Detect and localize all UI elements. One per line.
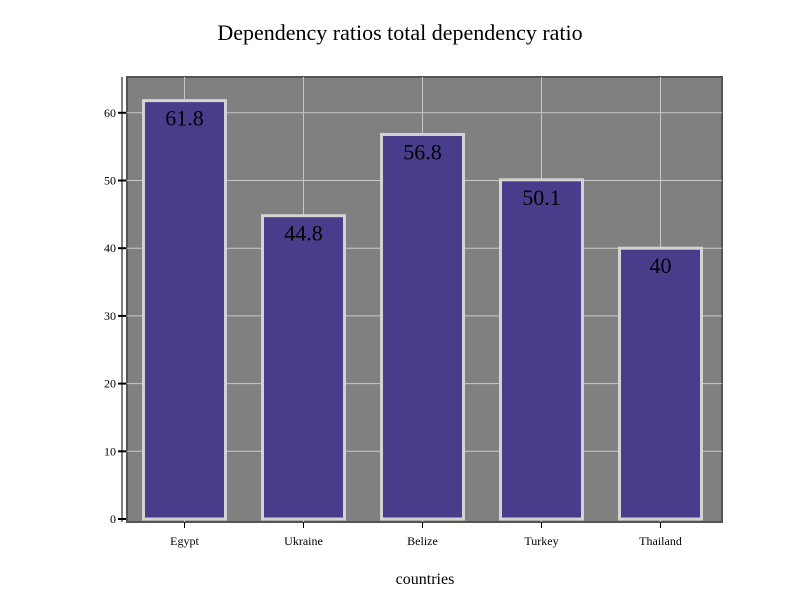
bars xyxy=(142,99,703,521)
x-tick-label-thailand: Thailand xyxy=(639,534,682,548)
bar-turkey xyxy=(499,178,584,521)
data-labels: 61.8 44.8 56.8 50.1 40 xyxy=(165,106,671,279)
y-tick-label: 0 xyxy=(110,512,116,526)
y-tick-label: 50 xyxy=(104,174,116,188)
chart-title: Dependency ratios total dependency ratio xyxy=(217,20,582,45)
y-axis-ticks: 0 10 20 30 40 50 60 xyxy=(104,106,126,526)
y-tick-label: 30 xyxy=(104,309,116,323)
x-tick-label-turkey: Turkey xyxy=(524,534,558,548)
data-label-ukraine: 44.8 xyxy=(284,221,323,246)
data-label-thailand: 40 xyxy=(650,253,672,278)
data-label-turkey: 50.1 xyxy=(522,185,561,210)
bar-egypt xyxy=(142,99,227,521)
y-tick-label: 60 xyxy=(104,106,116,120)
bar-belize xyxy=(380,132,465,521)
bar-ukraine xyxy=(261,214,346,521)
x-tick-label-belize: Belize xyxy=(407,534,438,548)
y-tick-label: 40 xyxy=(104,241,116,255)
data-label-belize: 56.8 xyxy=(403,139,442,164)
y-tick-label: 10 xyxy=(104,444,116,458)
data-label-egypt: 61.8 xyxy=(165,106,204,131)
x-axis-ticks: Egypt Ukraine Belize Turkey Thailand xyxy=(170,522,682,548)
x-axis-label: countries xyxy=(396,571,455,588)
y-tick-label: 20 xyxy=(104,377,116,391)
x-tick-label-ukraine: Ukraine xyxy=(284,534,323,548)
bar-thailand xyxy=(618,246,703,521)
x-tick-label-egypt: Egypt xyxy=(170,534,199,548)
